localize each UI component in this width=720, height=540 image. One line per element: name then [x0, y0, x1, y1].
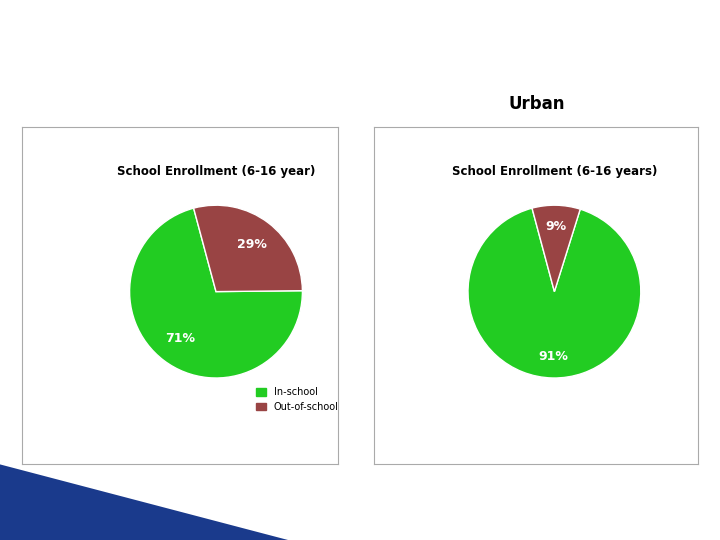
Polygon shape [0, 502, 144, 540]
Legend: In-school, Out-of-school: In-school, Out-of-school [253, 383, 343, 416]
Wedge shape [532, 205, 580, 292]
Wedge shape [194, 205, 302, 292]
Title: School Enrollment (6-16 years): School Enrollment (6-16 years) [451, 165, 657, 178]
Text: Rural: Rural [156, 95, 204, 113]
Wedge shape [468, 208, 641, 378]
Wedge shape [130, 208, 302, 378]
Polygon shape [0, 483, 216, 540]
Text: Urban: Urban [508, 95, 564, 113]
Title: School Enrollment (6-16 year): School Enrollment (6-16 year) [117, 165, 315, 178]
Text: Enrollment in Hyderabad: Enrollment in Hyderabad [60, 25, 487, 53]
Polygon shape [0, 464, 288, 540]
Text: 29%: 29% [237, 238, 266, 251]
Text: 71%: 71% [166, 332, 195, 345]
Text: 9%: 9% [545, 220, 567, 233]
Legend: In-School, Out-of-School: In-School, Out-of-School [0, 383, 5, 416]
Text: 91%: 91% [538, 350, 568, 363]
